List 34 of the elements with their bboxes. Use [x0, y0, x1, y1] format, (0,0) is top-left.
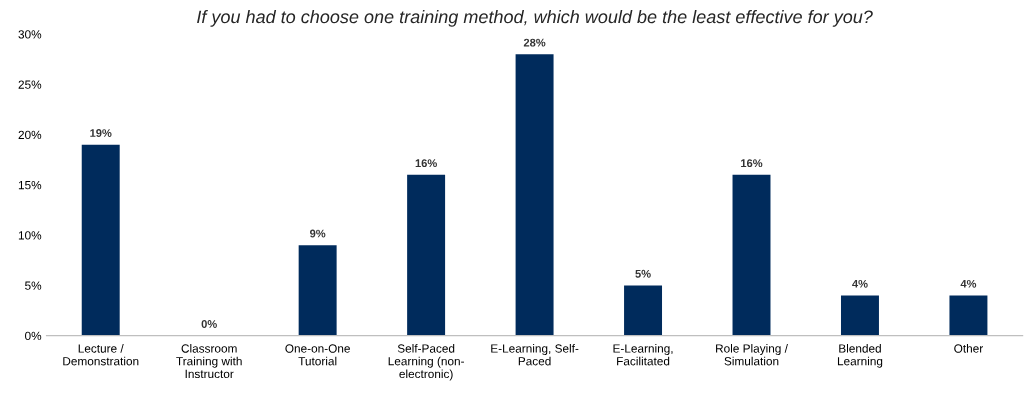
bar	[298, 245, 337, 336]
x-tick-label: E-Learning, Self- Paced	[491, 344, 579, 366]
y-tick-label: 5%	[25, 281, 42, 290]
data-label: 5%	[635, 269, 651, 278]
data-label: 9%	[310, 229, 326, 238]
x-tick-label: One-on-One Tutorial	[285, 344, 350, 366]
data-label: 28%	[523, 38, 546, 47]
x-tick-label: Other	[954, 344, 984, 353]
data-label: 4%	[852, 279, 868, 288]
bar	[840, 295, 879, 336]
y-tick-label: 0%	[25, 331, 42, 341]
data-label: 16%	[415, 159, 437, 168]
x-tick-label: Classroom Training with Instructor	[176, 344, 242, 379]
bar	[624, 285, 663, 336]
x-tick-label: Lecture / Demonstration	[63, 344, 139, 366]
bar	[81, 144, 120, 336]
x-tick-label: Self-Paced Learning (non- electronic)	[388, 344, 464, 381]
x-tick-label: Blended Learning	[837, 344, 883, 368]
chart-title: If you had to choose one training method, which would be the least effective for you?	[197, 9, 873, 27]
bar	[949, 295, 988, 336]
x-tick-label: Role Playing / Simulation	[716, 344, 788, 366]
y-tick-label: 30%	[18, 30, 42, 39]
y-tick-label: 15%	[18, 181, 42, 190]
bar	[407, 174, 446, 336]
bar	[515, 54, 554, 336]
y-tick-label: 25%	[18, 80, 42, 89]
data-label: 4%	[960, 279, 977, 288]
x-tick-label: E-Learning, Facilitated	[613, 344, 673, 366]
data-label: 0%	[201, 320, 217, 328]
data-label: 19%	[90, 129, 112, 137]
data-label: 16%	[741, 159, 763, 168]
y-tick-label: 20%	[18, 130, 42, 140]
y-tick-label: 10%	[18, 231, 42, 240]
bar	[732, 174, 771, 336]
